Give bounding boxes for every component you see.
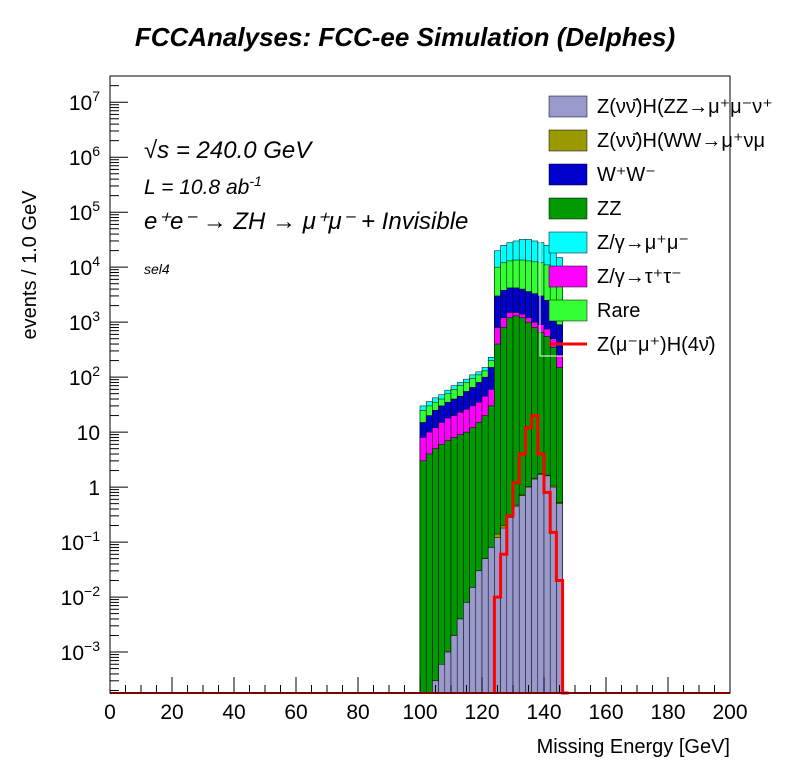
y-tick-label: 106 <box>69 143 100 170</box>
legend-label: Z/γ→μ⁺μ⁻ <box>597 232 689 254</box>
y-tick-label: 102 <box>69 363 100 390</box>
legend-swatch <box>548 129 588 152</box>
x-tick-label: 180 <box>650 701 685 724</box>
histogram-bin <box>518 495 526 694</box>
legend-swatch <box>548 95 588 118</box>
legend-label: Z/γ→τ⁺τ⁻ <box>597 266 682 288</box>
legend-swatch <box>548 197 588 220</box>
histogram-bin <box>456 618 464 694</box>
x-tick-label: 80 <box>346 701 369 724</box>
histogram-bin <box>512 505 520 694</box>
x-tick-label: 20 <box>160 701 183 724</box>
y-tick-label: 1 <box>88 477 100 500</box>
x-axis: 0 20 40 60 80 100 120 140 160 180 200 <box>104 677 748 724</box>
histogram-bin <box>537 474 545 694</box>
histogram-bin <box>450 635 458 694</box>
y-tick-label: 103 <box>69 308 100 335</box>
y-axis: 10−3 10−2 10−1 1 10 102 103 104 105 106 107 <box>61 85 128 691</box>
legend-swatch <box>548 231 588 254</box>
legend-swatch <box>548 299 588 322</box>
y-tick-label: 107 <box>69 88 100 115</box>
legend-swatch <box>548 163 588 186</box>
histogram-bin <box>463 602 470 694</box>
legend-label: Z(μ⁻μ⁺)H(4ν̄) <box>597 334 716 356</box>
sqrts-annotation: √s = 240.0 GeV <box>144 137 313 164</box>
legend-label: Z(νν̄)H(WW→μ⁺νμ <box>597 130 765 152</box>
histogram-bin <box>425 453 433 694</box>
lumi-exponent: -1 <box>249 173 261 189</box>
y-tick-label: 10 <box>77 422 100 445</box>
x-tick-label: 200 <box>712 701 747 724</box>
histogram-bin <box>444 651 452 694</box>
x-tick-label: 120 <box>464 701 499 724</box>
histogram-bin <box>475 570 483 694</box>
legend-label: ZZ <box>597 198 621 220</box>
histogram-bin <box>438 664 446 694</box>
x-tick-label: 140 <box>526 701 561 724</box>
histogram-bin <box>481 558 489 694</box>
signal-line <box>492 414 569 695</box>
y-tick-label: 10−3 <box>61 638 101 665</box>
legend-label: W⁺W⁻ <box>597 164 656 186</box>
y-axis-label: events / 1.0 GeV <box>19 190 41 340</box>
lumi-annotation: L = 10.8 ab-1 <box>144 173 262 199</box>
stacked-histogram <box>419 239 563 694</box>
chart-title: FCCAnalyses: FCC-ee Simulation (Delphes) <box>135 22 675 52</box>
x-axis-label: Missing Energy [GeV] <box>537 736 730 758</box>
y-tick-label: 104 <box>69 253 100 280</box>
histogram-bin <box>419 460 427 694</box>
legend: Z(νν̄)H(ZZ→μ⁺μ⁻ν⁺ Z(νν̄)H(WW→μ⁺νμ W⁺W⁻ ZZ Z/… <box>539 87 773 357</box>
y-tick-label: 105 <box>69 198 100 225</box>
x-tick-label: 160 <box>588 701 623 724</box>
histogram-bin <box>525 486 532 694</box>
legend-box <box>539 87 727 357</box>
histogram-bin <box>531 478 539 694</box>
x-tick-label: 40 <box>222 701 245 724</box>
process-annotation: e⁺e⁻ → ZH → μ⁺μ⁻ + Invisible <box>144 208 468 235</box>
histogram-bin <box>432 448 439 694</box>
histogram-bin <box>469 587 477 694</box>
histogram-bin <box>438 444 446 694</box>
selection-annotation: sel4 <box>144 261 170 277</box>
lumi-text: L = 10.8 ab <box>144 176 250 199</box>
x-tick-label: 0 <box>104 701 116 724</box>
y-tick-label: 10−1 <box>61 528 101 555</box>
legend-swatch <box>548 265 588 288</box>
x-tick-label: 60 <box>284 701 307 724</box>
legend-label: Rare <box>597 300 640 322</box>
y-tick-label: 10−2 <box>61 583 101 610</box>
x-tick-label: 100 <box>402 701 437 724</box>
legend-label: Z(νν̄)H(ZZ→μ⁺μ⁻ν⁺ <box>597 96 773 118</box>
